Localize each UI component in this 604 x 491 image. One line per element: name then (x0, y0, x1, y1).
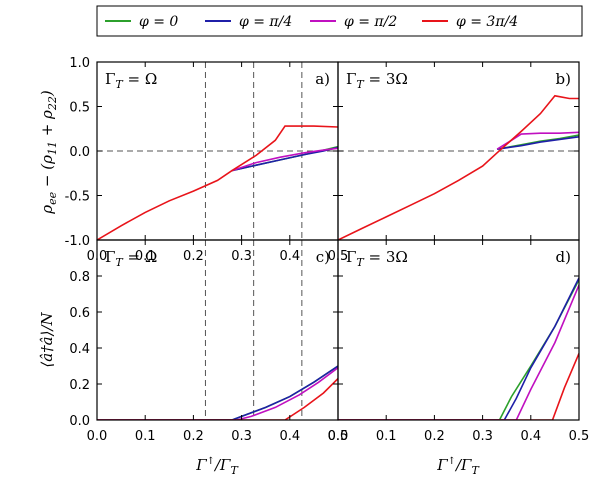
x-tick-label: 0.3 (231, 249, 252, 264)
x-tick-label: 0.4 (279, 249, 300, 264)
panel-d: 0.0 0.1 0.2 0.3 0.4 0.5 d) ΓT = 3Ω (328, 239, 590, 444)
gamma-label: ΓT = 3Ω (346, 70, 408, 91)
series-line-0 (338, 279, 579, 420)
series-line-3 (338, 353, 579, 420)
x-axis-label-right: Γ↑/ΓT (436, 456, 480, 477)
x-tick-label: 0.0 (328, 429, 349, 444)
x-tick-label: 0.3 (472, 429, 493, 444)
series-line-3 (338, 94, 579, 240)
x-tick-label: 0.4 (520, 429, 541, 444)
legend-label: φ = π/4 (239, 14, 292, 30)
legend-label: φ = 3π/4 (456, 14, 518, 30)
panel-b: b) ΓT = 3Ω (337, 61, 580, 241)
x-tick-label: 0.1 (135, 429, 156, 444)
x-tick-label: 0.1 (376, 429, 397, 444)
legend-box (96, 5, 583, 37)
panel-label: a) (315, 70, 330, 88)
gamma-label: ΓT = Ω (105, 70, 157, 91)
x-tick-label: 0.5 (328, 429, 349, 444)
series-line-3 (97, 125, 338, 240)
x-tick-label: 0.2 (424, 429, 445, 444)
y-axis-label-top: ρee − (ρ11 + ρ22) (38, 90, 59, 215)
x-tick-label: 0.1 (135, 249, 156, 264)
legend-label: φ = 0 (139, 14, 178, 30)
x-tick-label: 0.3 (231, 429, 252, 444)
y-tick-label: -0.5 (65, 190, 90, 205)
x-axis-label-left: Γ↑/ΓT (195, 456, 239, 477)
legend-entry-3: φ = 3π/4 (422, 14, 518, 30)
y-tick-label: 0.0 (69, 414, 90, 429)
series-line-3 (97, 378, 338, 420)
series-line-1 (338, 277, 579, 420)
panel-c: 0.0 0.1 0.2 0.3 0.4 0.50.00.20.40.60.8c)ΓT = … (69, 239, 349, 444)
panel-frame (337, 239, 580, 421)
y-tick-label: 0.4 (69, 342, 90, 357)
gamma-label: ΓT = Ω (105, 248, 157, 269)
x-tick-label: 0.2 (183, 429, 204, 444)
legend-entry-1: φ = π/4 (205, 14, 292, 30)
y-tick-label: 0.0 (69, 145, 90, 160)
y-tick-label: -1.0 (65, 234, 90, 249)
x-tick-label: 0.0 (87, 429, 108, 444)
y-axis-label-bottom: ⟨â†â⟩/N (38, 311, 56, 367)
y-tick-label: 0.6 (69, 306, 90, 321)
series-line-1 (97, 365, 338, 420)
series-line-1 (496, 136, 579, 150)
y-tick-label: 0.8 (69, 270, 90, 285)
x-tick-label: 0.4 (279, 429, 300, 444)
y-tick-label: 0.5 (69, 101, 90, 116)
panel-label: c) (316, 248, 330, 266)
legend: φ = 0 φ = π/4 φ = π/2 φ = 3π/4 (96, 5, 583, 37)
y-tick-label: 0.2 (69, 378, 90, 393)
panel-a: 0.0 0.1 0.2 0.3 0.4 0.5-1.0-0.50.00.51.0a)ΓT … (65, 56, 349, 264)
x-tick-label: 0.5 (569, 429, 590, 444)
gamma-label: ΓT = 3Ω (346, 248, 408, 269)
series-line-2 (231, 147, 338, 172)
x-tick-label: 0.2 (183, 249, 204, 264)
y-tick-label: 1.0 (69, 56, 90, 71)
series-line-2 (97, 367, 338, 420)
legend-label: φ = π/2 (344, 14, 397, 30)
legend-entry-2: φ = π/2 (310, 14, 397, 30)
panel-label: b) (556, 70, 571, 88)
series-line-2 (338, 284, 579, 420)
legend-entry-0: φ = 0 (105, 14, 178, 30)
panel-label: d) (556, 248, 571, 266)
